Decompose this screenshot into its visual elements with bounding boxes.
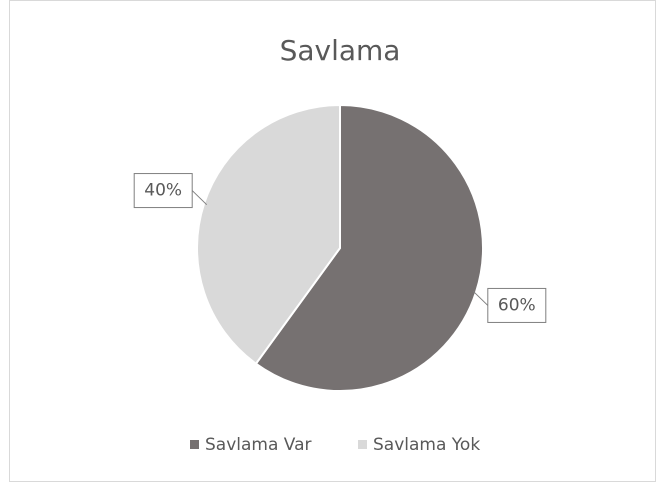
legend-marker — [358, 440, 367, 449]
callout-leader — [472, 290, 489, 306]
callout-box — [487, 287, 547, 323]
callout-box — [133, 173, 193, 209]
pie-slice — [196, 103, 341, 366]
legend-marker — [190, 440, 199, 449]
data-label: 40% — [144, 181, 182, 201]
legend-label: Savlama Var — [205, 435, 312, 455]
data-label: 60% — [498, 295, 536, 315]
pie-slice — [254, 103, 484, 392]
legend-label: Savlama Yok — [373, 435, 480, 455]
chart-title: Savlama — [280, 34, 401, 67]
callout-leader — [191, 190, 208, 206]
